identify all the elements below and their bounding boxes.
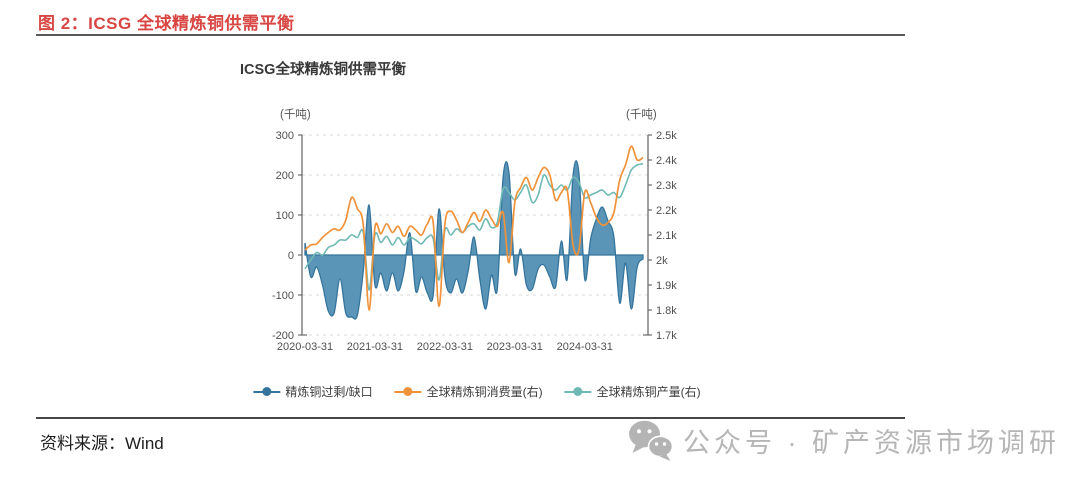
legend-marker-icon [394, 387, 422, 396]
svg-text:2023-03-31: 2023-03-31 [487, 341, 543, 353]
right-axis-unit: (千吨) [626, 109, 657, 121]
left-axis [301, 135, 307, 336]
svg-text:2k: 2k [656, 255, 668, 267]
svg-text:200: 200 [276, 170, 294, 182]
watermark: 公众号 · 矿产资源市场调研 [627, 419, 1060, 462]
balance-area [304, 160, 644, 320]
svg-text:-200: -200 [272, 330, 294, 342]
legend-marker-icon [564, 387, 592, 396]
svg-text:2021-03-31: 2021-03-31 [347, 341, 403, 353]
svg-text:300: 300 [276, 130, 294, 142]
svg-text:2.4k: 2.4k [656, 155, 677, 167]
svg-text:2022-03-31: 2022-03-31 [417, 341, 473, 353]
legend-label: 精炼铜过剩/缺口 [285, 385, 373, 399]
svg-text:1.9k: 1.9k [656, 280, 677, 292]
consumption-line [304, 145, 644, 311]
legend-label: 全球精炼铜消费量(右) [426, 385, 543, 399]
data-source: 资料来源：Wind [40, 434, 164, 453]
svg-text:2.3k: 2.3k [656, 180, 677, 192]
legend-label: 全球精炼铜产量(右) [596, 385, 701, 399]
right-axis [643, 135, 649, 336]
svg-text:2.2k: 2.2k [656, 205, 677, 217]
watermark-text: 公众号 · 矿产资源市场调研 [683, 428, 1060, 458]
svg-text:2020-03-31: 2020-03-31 [277, 341, 333, 353]
svg-text:1.8k: 1.8k [656, 305, 677, 317]
svg-text:2.5k: 2.5k [656, 130, 677, 142]
chart-legend: 精炼铜过剩/缺口 全球精炼铜消费量(右) 全球精炼铜产量(右) [253, 383, 701, 400]
footer-divider [36, 417, 905, 419]
left-axis-unit: (千吨) [280, 109, 311, 121]
production-line [304, 163, 644, 291]
wechat-icon [629, 420, 674, 461]
legend-item: 精炼铜过剩/缺口 [253, 383, 373, 400]
svg-text:1.7k: 1.7k [656, 330, 677, 342]
figure-caption: 图 2：ICSG 全球精炼铜供需平衡 [38, 14, 295, 33]
svg-text:100: 100 [276, 210, 294, 222]
legend-item: 全球精炼铜消费量(右) [394, 383, 543, 400]
svg-text:-100: -100 [272, 290, 294, 302]
legend-item: 全球精炼铜产量(右) [564, 383, 701, 400]
svg-text:2.1k: 2.1k [656, 230, 677, 242]
caption-divider [36, 34, 905, 36]
legend-marker-icon [253, 387, 281, 396]
svg-text:0: 0 [288, 250, 294, 262]
chart-title: ICSG全球精炼铜供需平衡 [240, 62, 406, 78]
svg-text:2024-03-31: 2024-03-31 [557, 341, 613, 353]
